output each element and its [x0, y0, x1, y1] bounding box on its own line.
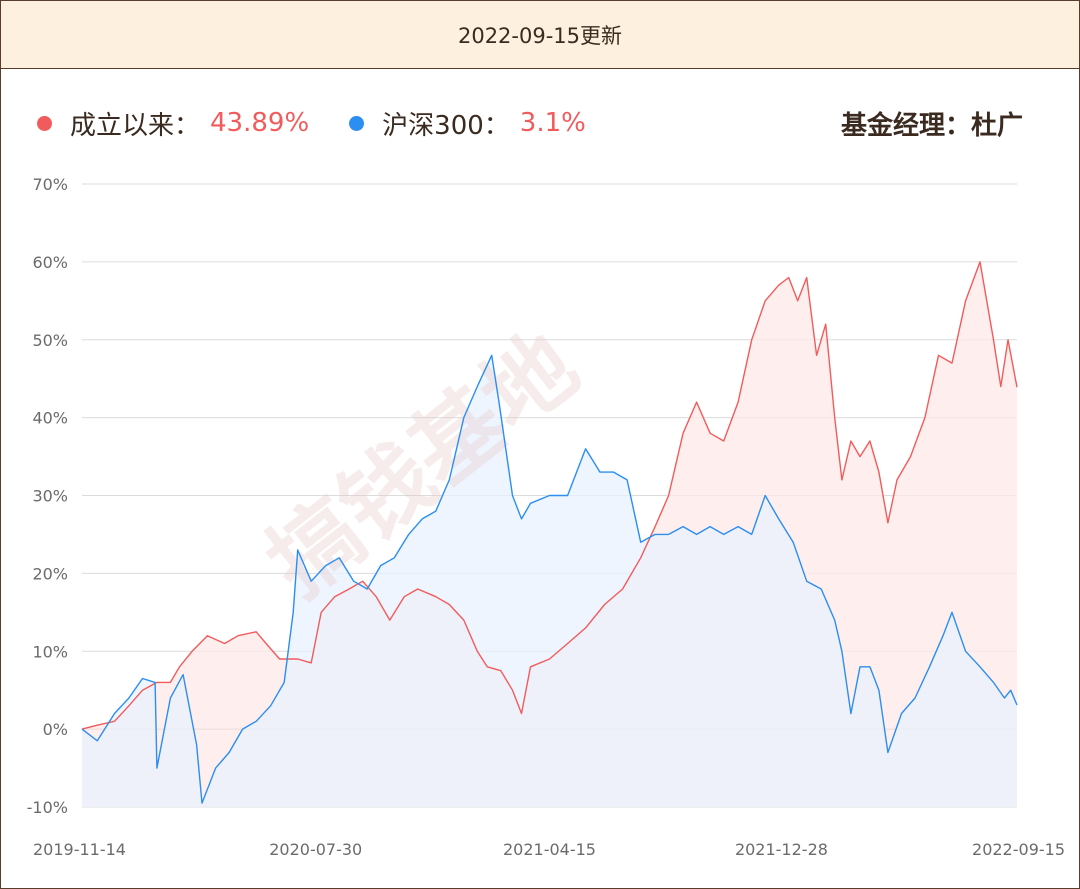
y-tick-label: 60%: [32, 253, 68, 272]
legend-dot-fund: [37, 115, 52, 131]
legend-dot-index: [349, 115, 365, 131]
series-line-1: [81, 354, 1018, 804]
y-tick-label: 30%: [32, 487, 68, 506]
x-tick-label: 2021-04-15: [503, 840, 596, 859]
legend: 成立以来： 43.89% 沪深300： 3.1%: [37, 103, 626, 143]
x-tick-label: 2020-07-30: [269, 840, 362, 859]
update-date: 2022-09-15更新: [457, 23, 623, 48]
y-tick-label: 20%: [32, 564, 68, 583]
y-axis: 70% 60% 50% 40% 30% 20% 10% 0% -10%: [27, 175, 68, 817]
update-header: 2022-09-15更新: [1, 1, 1079, 69]
legend-value-fund: 43.89%: [210, 108, 310, 138]
y-tick-label: 50%: [32, 331, 68, 350]
y-tick-label: 40%: [32, 409, 68, 428]
y-tick-label: -10%: [27, 798, 68, 817]
x-tick-label: 2022-09-15: [972, 840, 1065, 859]
y-tick-label: 10%: [32, 642, 68, 661]
fund-manager: 基金经理：杜广: [840, 110, 1023, 141]
series-line-0: [81, 261, 1018, 730]
legend-name-fund: 成立以来：: [70, 110, 201, 141]
legend-name-index: 沪深300：: [382, 110, 510, 141]
y-tick-label: 0%: [43, 720, 68, 739]
x-tick-label: 2021-12-28: [735, 840, 828, 859]
legend-value-index: 3.1%: [519, 108, 586, 138]
series-areas: [82, 261, 1017, 807]
series-area-1: [82, 355, 1017, 807]
y-tick-label: 70%: [32, 175, 68, 194]
x-tick-label: 2019-11-14: [33, 840, 126, 859]
series-lines: [81, 261, 1018, 804]
x-axis: 2019-11-14 2020-07-30 2021-04-15 2021-12-28…: [33, 840, 1065, 859]
